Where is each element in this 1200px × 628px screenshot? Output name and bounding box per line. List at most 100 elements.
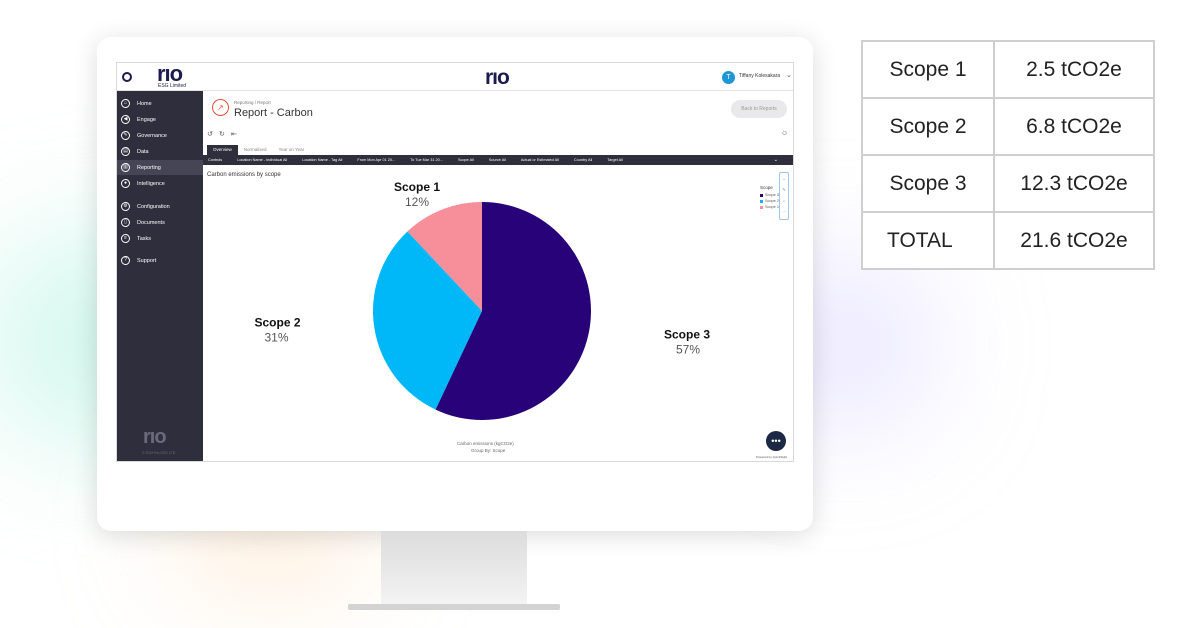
pie-label-1: Scope 1 bbox=[394, 180, 440, 194]
legend-swatch bbox=[760, 199, 763, 203]
control-target[interactable]: Target All bbox=[607, 158, 623, 162]
table-cell-scope-label: Scope 3 bbox=[861, 154, 995, 213]
smiley-icon[interactable]: ☺ bbox=[781, 130, 789, 137]
sidebar-item-support[interactable]: ? Support bbox=[117, 253, 203, 268]
control-country[interactable]: Country All bbox=[573, 158, 593, 162]
table-cell-scope-label: Scope 2 bbox=[861, 97, 995, 156]
table-row: Scope 1 2.5 tCO2e bbox=[861, 40, 1155, 99]
legend-toolbox: ⌄ ✎ • ⋯ bbox=[779, 172, 789, 220]
sidebar-item-label: Governance bbox=[137, 132, 167, 139]
sidebar-item-home[interactable]: ⌂ Home bbox=[117, 96, 203, 111]
sidebar-item-configuration[interactable]: ⚙ Configuration bbox=[117, 199, 203, 214]
pie-slice-scope-3[interactable] bbox=[435, 202, 591, 420]
chat-icon[interactable]: ••• bbox=[766, 431, 786, 451]
report-toolbar: ↺ ↻ ⇤ ☺ bbox=[207, 130, 791, 140]
user-name[interactable]: Tiffany Kolesakara bbox=[739, 73, 781, 79]
org-logo[interactable]: rıo bbox=[157, 62, 183, 86]
sidebar-footer-logo: rıo bbox=[143, 426, 167, 448]
pencil-icon[interactable]: ✎ bbox=[782, 187, 786, 192]
pin-icon[interactable]: • bbox=[783, 198, 785, 203]
table-row: Scope 3 12.3 tCO2e bbox=[861, 154, 1155, 213]
breadcrumb[interactable]: Reporting / Report bbox=[234, 100, 271, 105]
chart-title: Carbon emissions by scope bbox=[207, 172, 281, 178]
table-cell-scope-label: Scope 1 bbox=[861, 40, 995, 99]
table-cell-scope-value: 6.8 tCO2e bbox=[993, 97, 1155, 156]
chevron-down-icon[interactable]: ⌄ bbox=[782, 176, 786, 181]
tab-normalised[interactable]: Normalised bbox=[243, 147, 267, 152]
chart-icon: ▤ bbox=[121, 147, 130, 156]
control-location-tag[interactable]: Location Name - Tag All bbox=[302, 158, 343, 162]
back-to-reports-button[interactable]: Back to Reports bbox=[731, 100, 787, 118]
legend-label: Scope 1 bbox=[765, 205, 779, 209]
table-row: Scope 2 6.8 tCO2e bbox=[861, 97, 1155, 156]
pie-chart: Scope 112% Scope 231% Scope 357% bbox=[255, 180, 710, 420]
chevron-down-icon[interactable]: ⌄ bbox=[773, 157, 778, 163]
org-name: ESG Limited bbox=[158, 83, 187, 89]
control-source[interactable]: Source All bbox=[488, 158, 506, 162]
user-avatar[interactable]: T bbox=[722, 71, 735, 84]
legend-title: Scope bbox=[760, 185, 773, 190]
sidebar-item-label: Data bbox=[137, 148, 149, 155]
sidebar-item-engage[interactable]: ◀ Engage bbox=[117, 112, 203, 127]
sidebar-item-label: Home bbox=[137, 100, 152, 107]
reset-icon[interactable]: ⇤ bbox=[231, 131, 237, 138]
emissions-summary-table: Scope 1 2.5 tCO2e Scope 2 6.8 tCO2e Scop… bbox=[861, 40, 1155, 270]
control-from-date[interactable]: From Mon Apr 01 20... bbox=[357, 158, 396, 162]
controls-label: Controls bbox=[208, 158, 223, 162]
gear-icon: ⚙ bbox=[121, 202, 130, 211]
sidebar-copyright: © 2019 Rio ESG LTD bbox=[142, 451, 176, 455]
sidebar-item-documents[interactable]: ▯ Documents bbox=[117, 215, 203, 230]
more-icon[interactable]: ⋯ bbox=[782, 209, 786, 214]
sidebar-item-reporting[interactable]: ▥ Reporting bbox=[117, 160, 203, 175]
control-scope[interactable]: Scope All bbox=[457, 158, 474, 162]
legend-item-scope-1[interactable]: Scope 1 bbox=[760, 205, 779, 209]
sidebar-item-intelligence[interactable]: ● Intelligence bbox=[117, 176, 203, 191]
control-actual-estimated[interactable]: Actual or Estimated All bbox=[520, 158, 559, 162]
sidebar-item-label: Reporting bbox=[137, 164, 161, 171]
sidebar: ⌂ Home ◀ Engage ✎ Governance ▤ Data ▥ Re… bbox=[117, 91, 203, 461]
legend-label: Scope 3 bbox=[765, 193, 779, 197]
megaphone-icon: ◀ bbox=[121, 115, 130, 124]
legend-swatch bbox=[760, 205, 763, 209]
powered-by-label: Powered by QuickSight bbox=[756, 455, 788, 459]
tab-year-on-year[interactable]: Year on Year bbox=[278, 147, 305, 152]
page-title: Report - Carbon bbox=[234, 107, 313, 119]
legend-label: Scope 2 bbox=[765, 199, 779, 203]
pie-slice-scope-1[interactable] bbox=[407, 202, 482, 311]
sidebar-item-data[interactable]: ▤ Data bbox=[117, 144, 203, 159]
pie-label-3: Scope 3 bbox=[664, 327, 710, 341]
legend-swatch bbox=[760, 193, 763, 197]
table-cell-total-value: 21.6 tCO2e bbox=[993, 211, 1155, 270]
table-row: TOTAL 21.6 tCO2e bbox=[861, 211, 1155, 270]
redo-icon[interactable]: ↻ bbox=[219, 131, 225, 138]
sidebar-item-label: Configuration bbox=[137, 203, 170, 210]
sidebar-item-governance[interactable]: ✎ Governance bbox=[117, 128, 203, 143]
legend-item-scope-3[interactable]: Scope 3 bbox=[760, 193, 779, 197]
pie-slice-scope-2[interactable] bbox=[372, 231, 482, 410]
center-logo[interactable]: rıo bbox=[485, 66, 510, 89]
chart-group-caption: Group By: Scope bbox=[471, 448, 506, 453]
pen-icon: ✎ bbox=[121, 131, 130, 140]
report-tabs: Overview Normalised Year on Year bbox=[207, 145, 310, 155]
monitor-stand-base bbox=[348, 604, 560, 610]
control-to-date[interactable]: To Tue Mar 31 20... bbox=[410, 158, 443, 162]
chevron-down-icon[interactable]: ⌄ bbox=[786, 72, 792, 79]
table-cell-total-label: TOTAL bbox=[861, 211, 995, 270]
org-ring-icon bbox=[122, 72, 132, 82]
help-icon: ? bbox=[121, 256, 130, 265]
control-location-individual[interactable]: Location Name - Individual All bbox=[237, 158, 288, 162]
monitor-frame: rıo ESG Limited rıo T Tiffany Kolesakara… bbox=[97, 37, 813, 531]
sidebar-item-tasks[interactable]: ≡ Tasks bbox=[117, 231, 203, 246]
monitor-stand-neck bbox=[381, 531, 527, 606]
legend-item-scope-2[interactable]: Scope 2 bbox=[760, 199, 779, 203]
controls-bar: Controls Location Name - Individual All … bbox=[203, 155, 793, 165]
document-icon: ▯ bbox=[121, 218, 130, 227]
app-screen: rıo ESG Limited rıo T Tiffany Kolesakara… bbox=[116, 62, 794, 462]
app-top-bar: rıo ESG Limited rıo T Tiffany Kolesakara… bbox=[117, 62, 793, 91]
tab-overview[interactable]: Overview bbox=[207, 145, 238, 155]
home-icon: ⌂ bbox=[121, 99, 130, 108]
report-chart-icon: ↗ bbox=[212, 99, 229, 116]
undo-icon[interactable]: ↺ bbox=[207, 131, 213, 138]
sidebar-item-label: Tasks bbox=[137, 235, 152, 242]
sidebar-item-label: Engage bbox=[137, 116, 156, 123]
